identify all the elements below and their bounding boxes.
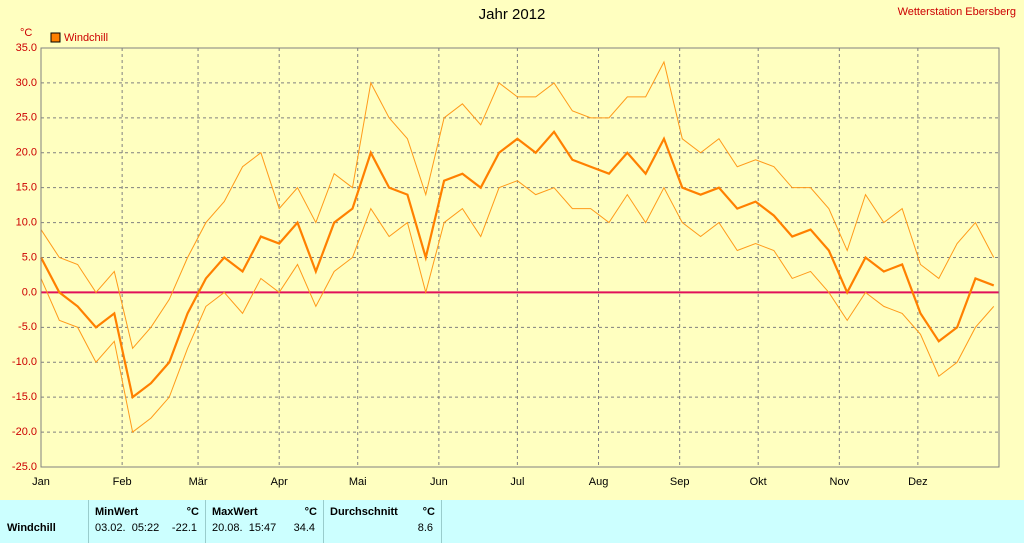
y-tick-label: 0.0 — [22, 286, 37, 298]
x-tick-label: Mai — [349, 476, 367, 488]
chart: Jahr 2012 Wetterstation Ebersberg °C Win… — [12, 6, 1016, 488]
x-tick-label: Dez — [908, 476, 928, 488]
x-tick-label: Aug — [589, 476, 609, 488]
station-name: Wetterstation Ebersberg — [898, 6, 1016, 18]
max-col: MaxWert °C 20.08. 15:47 34.4 — [206, 500, 324, 543]
x-tick-label: Okt — [750, 476, 767, 488]
legend-label: Windchill — [64, 32, 108, 44]
y-tick-label: -15.0 — [12, 391, 37, 403]
y-tick-label: 10.0 — [16, 216, 37, 228]
th: MinWert — [95, 506, 139, 518]
x-tick-label: Apr — [271, 476, 288, 488]
td: 20.08. 15:47 — [212, 522, 277, 534]
y-tick-label: -5.0 — [18, 321, 37, 333]
min-col: MinWert °C 03.02. 05:22 -22.1 — [89, 500, 206, 543]
plot-border — [40, 47, 1000, 468]
x-tick-label: Jul — [510, 476, 524, 488]
th: MaxWert — [212, 506, 258, 518]
x-tick-label: Jun — [430, 476, 448, 488]
label-col: Windchill — [0, 500, 89, 543]
data-line — [40, 180, 995, 433]
x-tick-label: Mär — [189, 476, 208, 488]
td: 8.6 — [417, 522, 433, 534]
x-tick-label: Nov — [830, 476, 850, 488]
avg-col: Durchschnitt °C 8.6 — [324, 500, 442, 543]
y-tick-label: 5.0 — [22, 251, 37, 263]
row-label: Windchill — [7, 522, 56, 534]
y-tick-label: 25.0 — [16, 112, 37, 124]
x-tick-label: Feb — [113, 476, 132, 488]
th: Durchschnitt — [330, 506, 398, 518]
y-tick-label: -20.0 — [12, 426, 37, 438]
chart-title: Jahr 2012 — [479, 6, 546, 23]
y-tick-label: -10.0 — [12, 356, 37, 368]
x-tick-label: Jan — [32, 476, 50, 488]
y-tick-label: 15.0 — [16, 182, 37, 194]
td: 03.02. 05:22 — [95, 522, 160, 534]
data-line — [40, 129, 995, 400]
th: °C — [422, 506, 435, 518]
legend-swatch — [50, 32, 61, 43]
td: -22.1 — [171, 522, 197, 534]
y-unit: °C — [20, 27, 32, 39]
x-tick-label: Sep — [670, 476, 690, 488]
stats-table: Windchill MinWert °C 03.02. 05:22 -22.1 … — [0, 500, 1024, 543]
y-tick-label: 30.0 — [16, 77, 37, 89]
th: °C — [186, 506, 199, 518]
plot-area — [40, 47, 1000, 468]
y-tick-label: 35.0 — [16, 42, 37, 54]
th: °C — [304, 506, 317, 518]
td: 34.4 — [293, 522, 315, 534]
y-tick-label: -25.0 — [12, 461, 37, 473]
y-tick-label: 20.0 — [16, 147, 37, 159]
data-line — [40, 60, 995, 350]
